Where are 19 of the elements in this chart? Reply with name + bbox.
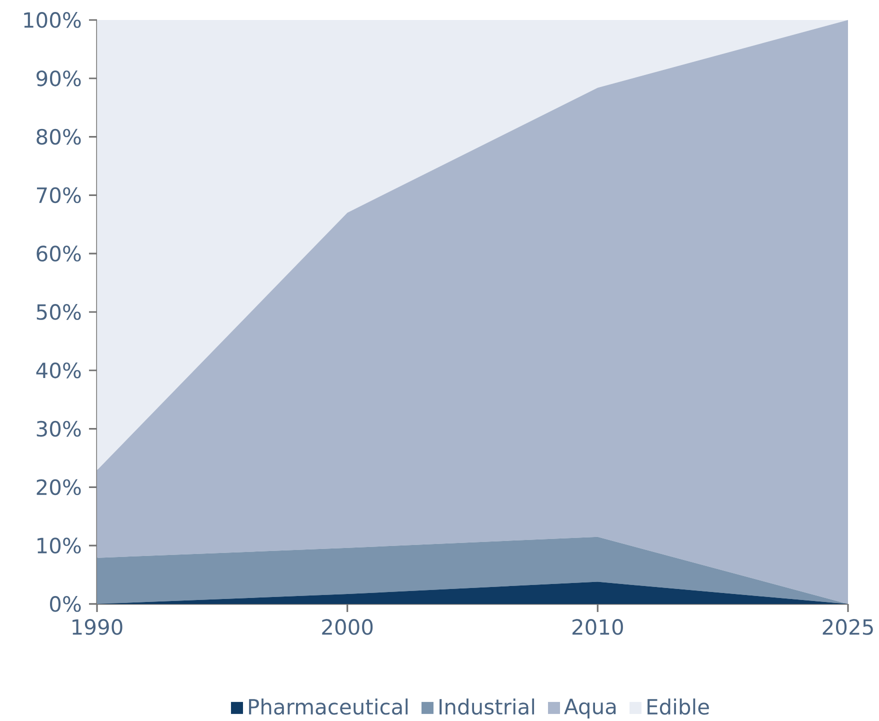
y-tick-label: 50% [36, 304, 81, 320]
y-tick-label: 60% [36, 246, 81, 262]
y-tick-label: 20% [36, 479, 81, 496]
y-tick-label: 10% [38, 538, 81, 554]
x-tick-label: 2000 [322, 619, 373, 635]
y-tick-label: 100% [24, 12, 81, 28]
y-tick-label: 90% [36, 70, 81, 86]
x-tick-label: 1990 [72, 619, 122, 635]
y-tick-label: 80% [36, 128, 81, 145]
x-tick-label: 2025 [822, 619, 873, 635]
y-tick-label: 70% [36, 187, 81, 204]
y-tick-label: 0% [50, 596, 81, 612]
x-tick-label: 2010 [572, 619, 623, 635]
legend-label: Pharmaceutical [249, 698, 408, 715]
y-tick-label: 30% [36, 420, 81, 437]
legend-label: Edible [648, 698, 709, 715]
legend-label: Industrial [440, 698, 534, 715]
legend-label: Aqua [564, 698, 616, 718]
y-tick-label: 40% [36, 362, 81, 378]
